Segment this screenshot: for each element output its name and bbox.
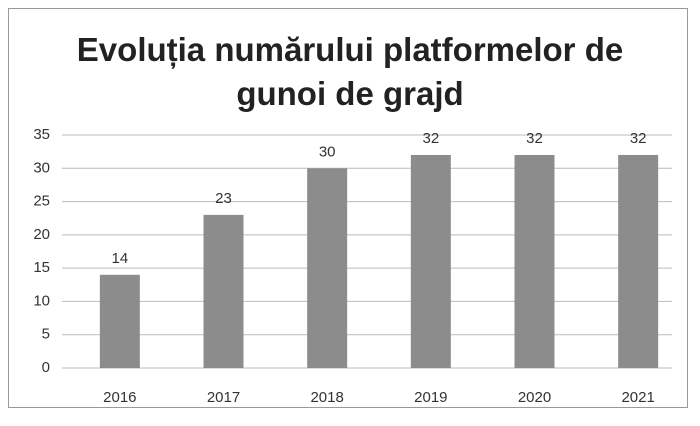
- data-label: 32: [422, 130, 439, 147]
- x-tick-label: 2018: [310, 389, 343, 406]
- x-tick-label: 2019: [414, 389, 447, 406]
- bar: [410, 154, 451, 368]
- data-label: 32: [526, 130, 543, 147]
- y-tick-label: 10: [33, 292, 50, 309]
- y-tick-label: 35: [33, 126, 50, 143]
- y-tick-label: 15: [33, 259, 50, 276]
- data-label: 14: [111, 250, 128, 267]
- x-tick-label: 2016: [103, 389, 136, 406]
- data-label: 23: [215, 190, 232, 207]
- data-label: 30: [319, 143, 336, 160]
- bar: [307, 168, 348, 368]
- data-label: 32: [630, 130, 647, 147]
- chart-frame: [8, 8, 688, 408]
- bar: [514, 154, 555, 368]
- y-tick-label: 25: [33, 193, 50, 210]
- y-tick-label: 30: [33, 159, 50, 176]
- x-tick-label: 2021: [621, 389, 654, 406]
- y-tick-label: 5: [42, 326, 50, 343]
- bar: [203, 214, 244, 368]
- bar: [618, 154, 659, 368]
- y-tick-label: 20: [33, 226, 50, 243]
- chart-title: Evoluția numărului platformelor de gunoi…: [76, 31, 624, 112]
- bar: [99, 274, 140, 368]
- x-tick-label: 2020: [518, 389, 551, 406]
- y-tick-label: 0: [42, 359, 50, 376]
- x-tick-label: 2017: [207, 389, 240, 406]
